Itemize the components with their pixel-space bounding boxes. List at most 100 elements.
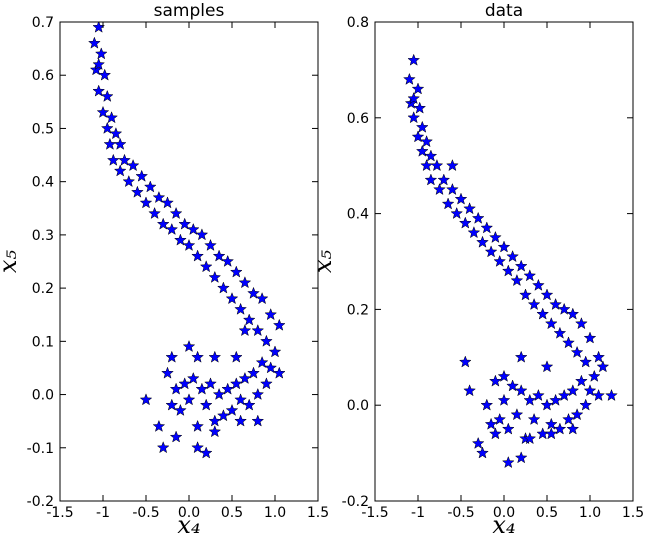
point <box>501 422 515 435</box>
point <box>514 451 528 464</box>
point <box>471 211 485 224</box>
point <box>217 409 230 422</box>
point <box>92 57 106 71</box>
point <box>199 446 213 459</box>
x-tick-label: 0.0 <box>493 505 515 521</box>
point <box>544 317 558 330</box>
point <box>489 230 502 243</box>
point <box>255 292 269 305</box>
point <box>139 196 153 209</box>
point <box>497 393 511 406</box>
point <box>92 84 106 97</box>
point <box>260 334 273 347</box>
point <box>88 36 101 49</box>
point <box>208 270 222 283</box>
point <box>94 47 108 60</box>
point <box>514 350 528 363</box>
point <box>221 382 235 395</box>
point <box>562 336 575 349</box>
point <box>122 174 136 188</box>
y-tick-label: 0.5 <box>32 121 54 137</box>
point <box>191 441 204 454</box>
y-tick-label: 0.7 <box>32 15 54 31</box>
point <box>532 388 545 402</box>
point <box>605 388 618 402</box>
point <box>212 249 226 262</box>
point <box>527 412 541 425</box>
x-axis-label: x₄ <box>177 511 200 538</box>
point <box>100 89 114 102</box>
chart-title: data <box>485 1 523 21</box>
point <box>242 398 256 411</box>
point <box>566 384 580 397</box>
point <box>570 408 584 421</box>
point <box>260 377 273 390</box>
point <box>536 427 550 440</box>
point <box>148 206 161 220</box>
point <box>415 144 429 157</box>
point <box>186 371 200 385</box>
point <box>424 173 438 186</box>
y-tick-label: 0.1 <box>32 334 54 350</box>
y-tick-label: -0.2 <box>342 494 369 510</box>
point <box>596 360 610 373</box>
point <box>430 158 444 172</box>
point <box>570 345 584 358</box>
x-axis-label: x₄ <box>492 511 515 538</box>
x-tick-label: -1.5 <box>361 505 388 521</box>
point <box>476 235 489 248</box>
point <box>553 326 567 339</box>
point <box>575 317 588 330</box>
point <box>152 419 166 432</box>
point <box>489 374 502 387</box>
y-tick-label: 0.2 <box>347 302 369 318</box>
point <box>540 360 554 373</box>
point <box>204 377 217 390</box>
point <box>229 350 243 363</box>
x-tick-label: 1.0 <box>264 505 286 521</box>
point <box>493 254 507 267</box>
point <box>96 105 110 118</box>
point <box>251 414 265 427</box>
point <box>592 388 605 402</box>
point <box>527 297 541 311</box>
point <box>178 217 192 230</box>
point <box>165 350 179 363</box>
point <box>272 366 286 379</box>
point <box>420 158 433 172</box>
point <box>557 388 571 402</box>
point <box>174 233 187 246</box>
point <box>454 192 468 205</box>
point <box>113 137 127 150</box>
point <box>424 149 438 162</box>
point <box>407 53 421 66</box>
point <box>191 350 204 363</box>
y-tick-label: 0.0 <box>32 388 54 404</box>
y-tick-label: 0.6 <box>347 111 369 127</box>
point <box>109 127 123 140</box>
point <box>415 120 429 133</box>
point <box>480 398 494 411</box>
point <box>433 182 446 196</box>
point <box>113 164 127 177</box>
point <box>413 101 427 114</box>
point <box>497 240 511 253</box>
point <box>225 292 239 305</box>
point <box>575 374 588 387</box>
y-tick-label: 0.0 <box>347 398 369 414</box>
point <box>204 238 217 251</box>
point <box>234 302 247 315</box>
point <box>549 393 562 406</box>
x-tick-label: -1.5 <box>46 505 73 521</box>
point <box>553 422 567 435</box>
point <box>458 355 472 368</box>
point <box>523 432 537 445</box>
point <box>463 202 476 215</box>
point <box>238 276 252 289</box>
x-tick-label: -0.5 <box>447 505 474 521</box>
point <box>255 355 269 369</box>
point <box>131 185 144 198</box>
point <box>195 228 209 241</box>
point <box>592 350 605 363</box>
point <box>510 273 524 287</box>
